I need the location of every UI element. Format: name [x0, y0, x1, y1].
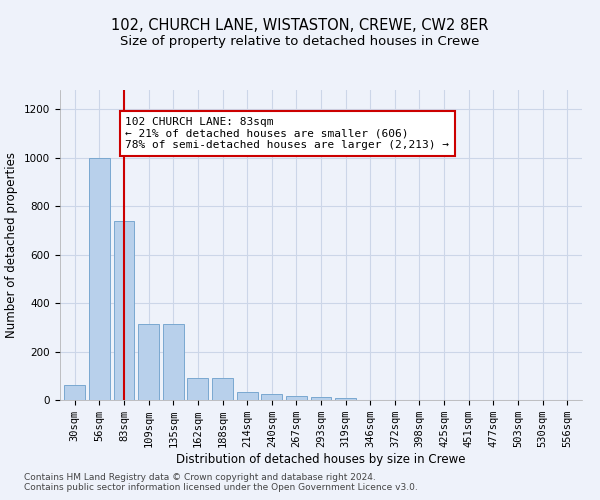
Bar — [261, 394, 282, 400]
Bar — [187, 378, 208, 400]
Bar — [163, 324, 184, 400]
Text: 102, CHURCH LANE, WISTASTON, CREWE, CW2 8ER: 102, CHURCH LANE, WISTASTON, CREWE, CW2 … — [111, 18, 489, 32]
Bar — [311, 397, 331, 400]
Text: Contains HM Land Registry data © Crown copyright and database right 2024.
Contai: Contains HM Land Registry data © Crown c… — [24, 473, 418, 492]
Y-axis label: Number of detached properties: Number of detached properties — [5, 152, 19, 338]
Bar — [64, 386, 85, 400]
Bar — [212, 378, 233, 400]
Bar — [138, 324, 159, 400]
Text: Size of property relative to detached houses in Crewe: Size of property relative to detached ho… — [121, 35, 479, 48]
Bar — [113, 221, 134, 400]
X-axis label: Distribution of detached houses by size in Crewe: Distribution of detached houses by size … — [176, 453, 466, 466]
Text: 102 CHURCH LANE: 83sqm
← 21% of detached houses are smaller (606)
78% of semi-de: 102 CHURCH LANE: 83sqm ← 21% of detached… — [125, 117, 449, 150]
Bar — [335, 398, 356, 400]
Bar — [89, 158, 110, 400]
Bar — [236, 392, 257, 400]
Bar — [286, 396, 307, 400]
